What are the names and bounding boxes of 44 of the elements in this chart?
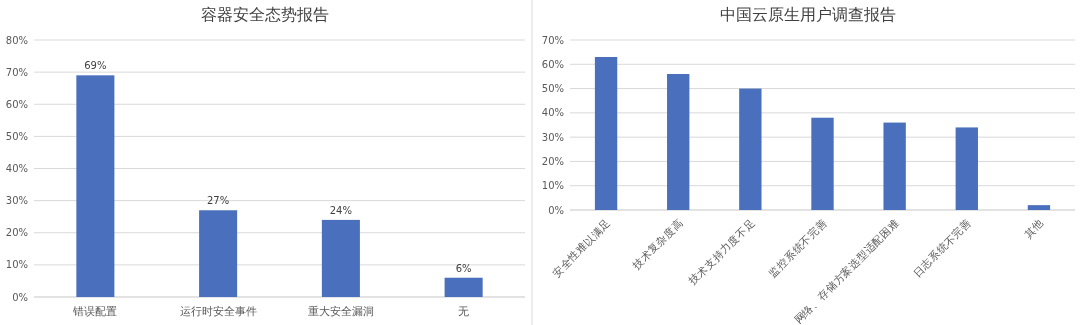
data-label: 6% xyxy=(455,262,472,274)
y-tick-label: 30% xyxy=(541,131,564,143)
y-tick-label: 70% xyxy=(541,34,564,46)
bar xyxy=(667,74,690,210)
y-tick-label: 70% xyxy=(5,66,28,78)
x-tick-label: 重大安全漏洞 xyxy=(307,305,374,318)
x-tick-label: 日志系统不完善 xyxy=(910,216,974,280)
x-tick-label: 运行时安全事件 xyxy=(179,305,257,318)
y-tick-label: 80% xyxy=(5,34,28,46)
y-tick-label: 20% xyxy=(5,227,28,239)
data-label: 24% xyxy=(329,204,352,216)
x-tick-label: 其他 xyxy=(1021,216,1046,241)
x-tick-label: 安全性难以满足 xyxy=(549,216,613,280)
bar xyxy=(1027,205,1051,210)
x-tick-label: 无 xyxy=(458,305,470,318)
x-tick-label: 技术支持力度不足 xyxy=(685,216,757,288)
y-tick-label: 60% xyxy=(541,58,564,70)
bar xyxy=(883,122,906,210)
y-tick-label: 50% xyxy=(5,130,28,142)
bar xyxy=(76,75,115,297)
bar xyxy=(811,117,834,210)
y-tick-label: 60% xyxy=(5,98,28,110)
y-tick-label: 10% xyxy=(541,180,564,192)
data-label: 27% xyxy=(207,195,230,207)
bar xyxy=(199,210,238,297)
y-tick-label: 30% xyxy=(5,195,28,207)
bar xyxy=(444,277,483,297)
bar xyxy=(594,57,618,210)
y-tick-label: 0% xyxy=(548,204,564,216)
x-tick-label: 错误配置 xyxy=(72,305,118,318)
chart-title: 容器安全态势报告 xyxy=(201,5,329,24)
x-tick-label: 技术复杂度高 xyxy=(628,216,685,272)
y-tick-label: 40% xyxy=(5,163,28,174)
x-tick-label: 监控系统不完善 xyxy=(766,216,830,280)
y-tick-label: 50% xyxy=(541,83,564,95)
bar xyxy=(321,219,360,297)
data-label: 69% xyxy=(84,60,107,72)
bar xyxy=(739,88,762,210)
y-tick-label: 40% xyxy=(541,107,564,119)
chart-title: 中国云原生用户调查报告 xyxy=(719,5,896,24)
bar xyxy=(955,127,978,210)
y-tick-label: 10% xyxy=(5,259,28,271)
y-tick-label: 0% xyxy=(12,291,28,303)
y-tick-label: 20% xyxy=(541,155,564,167)
